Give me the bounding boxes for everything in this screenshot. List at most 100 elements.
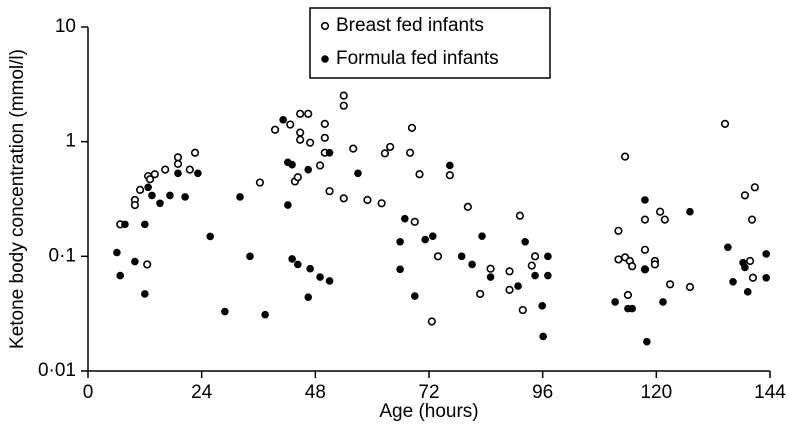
data-point <box>640 245 650 254</box>
data-point <box>181 193 189 201</box>
data-point <box>304 293 313 302</box>
data-point <box>505 285 514 294</box>
data-point <box>316 273 324 281</box>
data-point <box>148 191 156 200</box>
data-point <box>221 307 229 316</box>
data-point <box>130 200 139 210</box>
data-point <box>421 235 430 244</box>
data-point <box>401 214 409 223</box>
x-tick-label: 24 <box>191 382 213 403</box>
data-point <box>446 161 454 170</box>
data-point <box>741 263 749 272</box>
x-tick-label: 72 <box>418 382 439 403</box>
data-point <box>116 271 125 280</box>
data-point <box>641 196 649 204</box>
data-point <box>686 207 694 216</box>
x-tick-label: 0 <box>83 382 94 403</box>
data-point <box>611 298 619 306</box>
data-point <box>518 305 527 315</box>
data-point <box>515 211 525 220</box>
data-point <box>339 194 348 203</box>
data-point <box>141 290 149 298</box>
data-point <box>121 220 129 229</box>
data-point <box>131 257 139 266</box>
data-point <box>150 170 159 179</box>
data-point <box>339 91 348 100</box>
data-point <box>740 191 749 200</box>
data-point <box>643 337 651 346</box>
data-point <box>665 280 675 289</box>
x-tick-label: 48 <box>305 382 326 403</box>
data-point <box>270 125 280 134</box>
data-point <box>339 101 348 110</box>
data-point <box>720 119 730 128</box>
data-point <box>296 128 305 137</box>
data-point <box>396 265 404 274</box>
data-point <box>641 265 649 274</box>
data-point <box>320 119 329 128</box>
data-point <box>410 217 419 226</box>
data-point <box>614 226 623 235</box>
data-point <box>750 183 759 192</box>
data-point <box>476 289 485 299</box>
data-point <box>194 169 202 178</box>
data-point <box>428 232 437 240</box>
data-point <box>325 187 334 196</box>
data-point <box>325 148 334 157</box>
data-point <box>284 201 292 209</box>
data-point <box>174 169 182 178</box>
data-point <box>514 282 522 290</box>
data-point <box>468 260 476 269</box>
data-point <box>246 252 254 261</box>
data-point <box>185 165 194 174</box>
data-point <box>288 160 296 169</box>
data-point <box>486 273 495 281</box>
y-tick-label: 0·01 <box>38 360 76 381</box>
data-point <box>505 267 514 276</box>
data-point <box>623 290 633 300</box>
data-point <box>294 260 302 269</box>
legend-label: Breast fed infants <box>336 15 484 36</box>
data-point <box>236 193 244 201</box>
data-point <box>478 232 486 240</box>
data-point <box>427 317 436 326</box>
data-point <box>527 261 536 270</box>
data-point <box>206 232 214 241</box>
y-tick-label: 10 <box>55 16 76 37</box>
data-point <box>544 252 552 261</box>
legend-marker <box>320 21 330 31</box>
data-point <box>144 183 152 192</box>
data-point <box>396 237 404 246</box>
data-point <box>315 161 325 170</box>
y-tick-label: 1 <box>65 131 76 152</box>
data-point <box>363 195 372 205</box>
data-point <box>620 152 630 161</box>
data-point <box>190 148 200 157</box>
data-point <box>746 256 755 266</box>
data-point <box>659 298 667 306</box>
data-point <box>141 220 149 229</box>
data-point <box>304 109 313 118</box>
x-axis-label: Age (hours) <box>379 401 478 422</box>
data-point <box>161 165 170 174</box>
data-point <box>407 123 417 132</box>
data-point <box>729 277 737 286</box>
data-point <box>349 144 358 153</box>
data-point <box>656 207 665 216</box>
data-point <box>724 243 732 252</box>
data-point <box>628 262 637 271</box>
data-point <box>293 173 302 182</box>
data-point <box>286 120 295 129</box>
data-point <box>530 252 540 261</box>
data-point <box>410 292 419 300</box>
data-point <box>415 170 424 179</box>
data-point <box>640 215 650 224</box>
data-point <box>486 264 495 273</box>
data-point <box>288 255 296 263</box>
data-point <box>743 288 752 296</box>
data-point <box>539 332 547 341</box>
data-point <box>538 302 546 310</box>
data-point <box>261 310 269 319</box>
data-point <box>255 178 265 187</box>
